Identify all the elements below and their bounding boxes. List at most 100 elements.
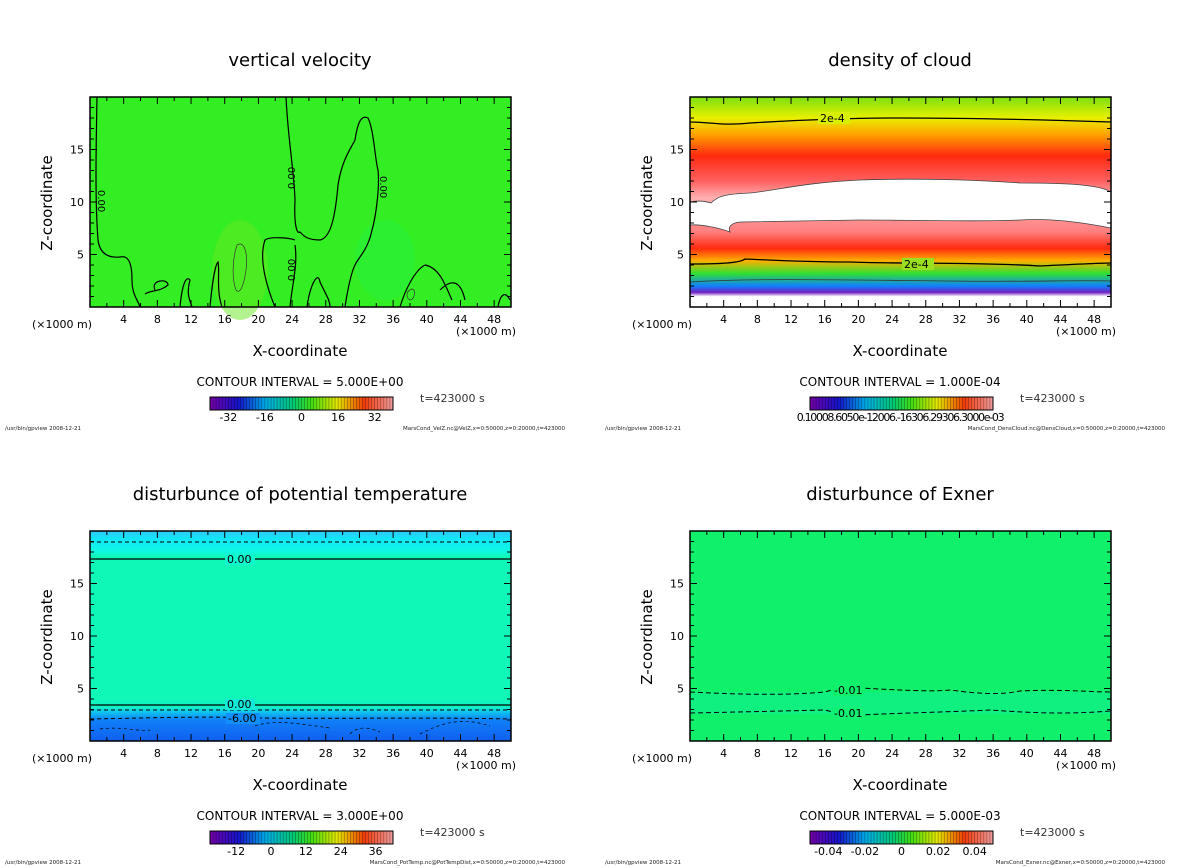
contour-label: -0.01 [834,707,862,720]
colorbar-segment [365,397,369,410]
x-tick-label: 36 [986,313,1000,326]
contour-lines [95,96,511,308]
colorbar-segment [231,831,235,844]
colorbar-segment [950,831,954,844]
plot-area [90,97,511,307]
colorbar-segment [243,831,247,844]
colorbar-segment [264,397,269,410]
colorbar-tick-label: 36 [368,845,383,858]
colorbar-segment [874,831,878,844]
x-tick-label: 12 [184,313,198,326]
colorbar-segment [913,831,918,844]
tick-marks [690,531,1111,741]
colorbar-segment [974,397,979,410]
colorbar-segment [895,831,899,844]
colorbar-segment [977,397,982,410]
y-tick-labels: 5 10 15 [670,578,684,696]
x-unit-left: (×1000 m) [632,318,693,331]
colorbar-segment [216,831,220,844]
colorbar-segment [953,397,957,410]
colorbar-segment [353,831,357,844]
colorbar-segment [389,397,394,410]
colorbar-segment [335,831,339,844]
colorbar-segment [864,397,869,410]
y-tick-labels: 5 10 15 [670,144,684,262]
colorbar-segment [828,397,832,410]
colorbar-segment [861,397,866,410]
panel-vertical-velocity: vertical velocity 0.00 0.00 0.00 0.00 [0,0,600,434]
colorbar-frame [209,830,394,845]
colorbar-segment [350,831,354,844]
colorbar-segment [341,397,345,410]
x-tick-label: 44 [1053,313,1067,326]
colorbar-segment [243,397,247,410]
colorbar-segment [386,831,391,844]
colorbar-tick-label: 24 [333,845,348,858]
colorbar [209,396,394,411]
colorbar-tick-label: 0 [298,411,305,424]
colorbar-segment [289,397,293,410]
x-tick-label: 48 [1087,313,1101,326]
colorbar-segment [895,397,899,410]
colorbar-segment [941,397,945,410]
colorbar-segment [922,831,927,844]
contour-interval: CONTOUR INTERVAL = 5.000E-03 [799,809,1001,823]
y-tick-label: 10 [670,630,684,643]
x-axis-label: X-coordinate [252,342,348,360]
colorbar-segment [283,397,287,410]
colorbar-segment [956,397,960,410]
contour-label: 0.00 [287,167,298,189]
y-tick-label: 15 [70,578,84,591]
colorbar-segment [901,831,905,844]
colorbar-segment [938,831,942,844]
x-tick-label: 48 [1087,747,1101,760]
colorbar-segment [386,397,391,410]
colorbar-segment [871,397,875,410]
colorbar-segment [255,831,260,844]
colorbar-segment [252,831,257,844]
colorbar-tick-label: 0 [267,845,275,858]
colorbar-segment [855,397,860,410]
colorbar-segment [916,831,921,844]
colorbar-segment [338,831,342,844]
x-tick-label: 20 [251,313,265,326]
chart-title: disturbunce of Exner [806,484,994,505]
colorbar-segment [313,397,318,410]
colorbar-segment [249,397,253,410]
colorbar-segment [989,831,994,844]
colorbar-segment [919,831,924,844]
colorbar-segment [892,397,896,410]
contour-lines [89,541,512,735]
tick-marks [90,97,511,307]
colorbar-segment [325,831,330,844]
colorbar-segment [813,397,817,410]
x-tick-label: 40 [1020,747,1034,760]
x-tick-label: 36 [386,313,400,326]
footer-program: /usr/bin/gpview 2008-12-21 [605,860,682,866]
colorbar-segment [231,397,235,410]
footer-source: MarsCond_PotTemp.nc@PotTempDist,x=0:5000… [369,860,565,866]
colorbar-segment [310,397,314,410]
colorbar-segment [889,397,893,410]
y-tick-label: 15 [670,144,684,157]
colorbar-frame [809,830,994,845]
colorbar-segment [280,831,284,844]
x-tick-label: 40 [420,313,434,326]
colorbar-segment [889,831,893,844]
colorbar-segment [240,831,244,844]
colorbar-segment [298,397,302,410]
contour-label: 2e-4 [904,258,929,271]
colorbar-segment [971,397,975,410]
contour-line [89,716,512,720]
colorbar-segment [932,397,936,410]
colorbar [809,830,994,845]
colorbar-tick-label: 12 [298,845,313,858]
colorbar-segment [225,831,229,844]
colorbar-segment [974,831,979,844]
x-tick-label: 28 [319,747,333,760]
colorbar-segment [368,831,372,844]
colorbar-segment [843,831,847,844]
colorbar-segment [846,397,850,410]
colorbar-segment [928,397,933,410]
colorbar-segment [356,397,360,410]
